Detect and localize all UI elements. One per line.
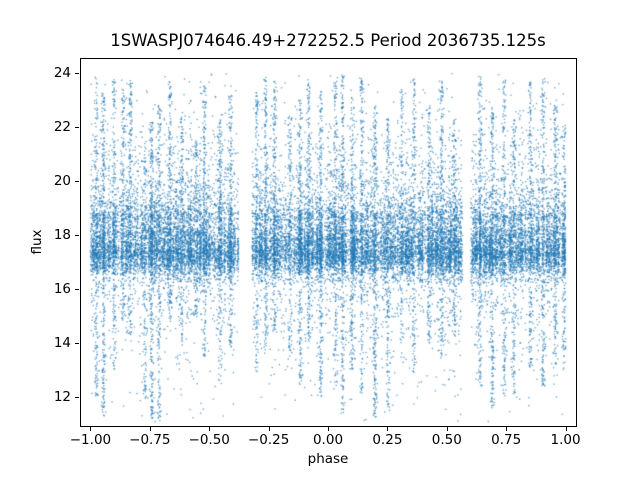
x-tick-mark bbox=[328, 427, 329, 431]
y-tick-label: 12 bbox=[53, 389, 71, 406]
plot-frame bbox=[80, 58, 577, 427]
x-tick-label: 0.25 bbox=[372, 432, 403, 448]
x-tick-mark bbox=[387, 427, 389, 431]
y-tick-label: 20 bbox=[53, 173, 71, 190]
y-tick-label: 14 bbox=[53, 335, 71, 352]
y-tick-mark bbox=[75, 181, 79, 183]
y-tick-mark bbox=[75, 73, 79, 75]
x-tick-label: −0.25 bbox=[247, 432, 290, 448]
x-tick-mark bbox=[268, 427, 270, 431]
y-axis-label: flux bbox=[29, 229, 45, 255]
x-tick-label: 0.50 bbox=[431, 432, 462, 448]
x-tick-label: −0.75 bbox=[129, 432, 171, 448]
y-tick-mark bbox=[75, 127, 79, 129]
x-tick-mark bbox=[90, 427, 92, 431]
x-tick-mark bbox=[565, 427, 567, 431]
y-tick-mark bbox=[75, 343, 79, 345]
x-tick-label: −0.50 bbox=[188, 432, 230, 448]
x-tick-mark bbox=[209, 427, 211, 431]
x-tick-label: 0.00 bbox=[312, 432, 344, 448]
x-tick-label: −1.00 bbox=[69, 432, 112, 448]
y-tick-label: 16 bbox=[53, 281, 71, 298]
chart-title: 1SWASPJ074646.49+272252.5 Period 2036735… bbox=[110, 31, 546, 50]
x-tick-label: 0.75 bbox=[491, 432, 522, 448]
x-axis-label: phase bbox=[307, 451, 349, 467]
x-tick-mark bbox=[149, 427, 151, 431]
y-tick-label: 22 bbox=[53, 119, 71, 136]
x-tick-mark bbox=[446, 427, 448, 431]
y-tick-label: 18 bbox=[53, 227, 71, 244]
x-tick-label: 1.00 bbox=[550, 432, 581, 448]
y-tick-mark bbox=[75, 235, 79, 237]
y-tick-mark bbox=[75, 397, 79, 399]
x-tick-mark bbox=[506, 427, 508, 431]
y-tick-label: 24 bbox=[53, 65, 71, 82]
y-tick-mark bbox=[75, 289, 79, 291]
